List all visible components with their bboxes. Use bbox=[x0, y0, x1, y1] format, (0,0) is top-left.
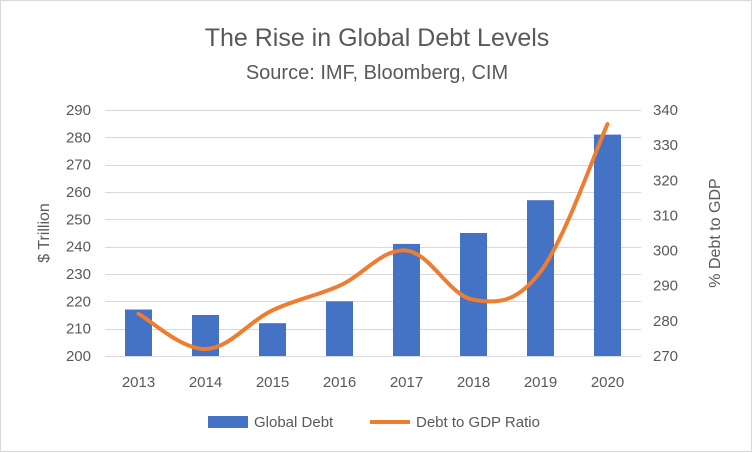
legend-label-global-debt: Global Debt bbox=[254, 414, 334, 431]
y-tick-label: 240 bbox=[66, 239, 91, 256]
y2-tick-label: 320 bbox=[653, 172, 678, 189]
y2-tick-label: 280 bbox=[653, 313, 678, 330]
x-tick-label: 2018 bbox=[457, 374, 490, 391]
x-tick-label: 2017 bbox=[390, 374, 423, 391]
chart-subtitle: Source: IMF, Bloomberg, CIM bbox=[246, 62, 508, 84]
y2-axis-title: % Debt to GDP bbox=[707, 178, 724, 287]
y-tick-label: 290 bbox=[66, 102, 91, 119]
y-tick-label: 280 bbox=[66, 129, 91, 146]
chart-title: The Rise in Global Debt Levels bbox=[205, 24, 550, 52]
legend-label-debt-to-gdp: Debt to GDP Ratio bbox=[416, 414, 540, 431]
bar-global-debt bbox=[594, 135, 621, 356]
y-axis-title: $ Trillion bbox=[36, 203, 53, 263]
bar-global-debt bbox=[259, 323, 286, 356]
y-tick-label: 260 bbox=[66, 184, 91, 201]
bar-series-global-debt bbox=[125, 135, 621, 356]
y-tick-label: 220 bbox=[66, 293, 91, 310]
x-axis-ticks: 2013 2014 2015 2016 2017 2018 2019 2020 bbox=[122, 374, 624, 391]
legend: Global Debt Debt to GDP Ratio bbox=[208, 414, 540, 431]
bar-global-debt bbox=[527, 200, 554, 356]
y-tick-label: 250 bbox=[66, 211, 91, 228]
y-tick-label: 230 bbox=[66, 266, 91, 283]
bar-global-debt bbox=[125, 310, 152, 356]
bar-global-debt bbox=[393, 244, 420, 356]
x-tick-label: 2016 bbox=[323, 374, 356, 391]
x-tick-label: 2020 bbox=[591, 374, 624, 391]
y2-tick-label: 290 bbox=[653, 278, 678, 295]
left-axis-ticks: 200 210 220 230 240 250 260 270 280 290 bbox=[66, 102, 91, 365]
y2-tick-label: 340 bbox=[653, 102, 678, 119]
y-tick-label: 270 bbox=[66, 157, 91, 174]
y2-tick-label: 270 bbox=[653, 348, 678, 365]
y2-tick-label: 300 bbox=[653, 243, 678, 260]
bar-global-debt bbox=[326, 301, 353, 356]
y-tick-label: 210 bbox=[66, 321, 91, 338]
right-axis-ticks: 270 280 290 300 310 320 330 340 bbox=[653, 102, 678, 365]
y2-tick-label: 330 bbox=[653, 137, 678, 154]
y-tick-label: 200 bbox=[66, 348, 91, 365]
y2-tick-label: 310 bbox=[653, 207, 678, 224]
x-tick-label: 2015 bbox=[256, 374, 289, 391]
legend-swatch-global-debt bbox=[208, 416, 248, 428]
x-tick-label: 2014 bbox=[189, 374, 222, 391]
x-tick-label: 2019 bbox=[524, 374, 557, 391]
x-tick-label: 2013 bbox=[122, 374, 155, 391]
